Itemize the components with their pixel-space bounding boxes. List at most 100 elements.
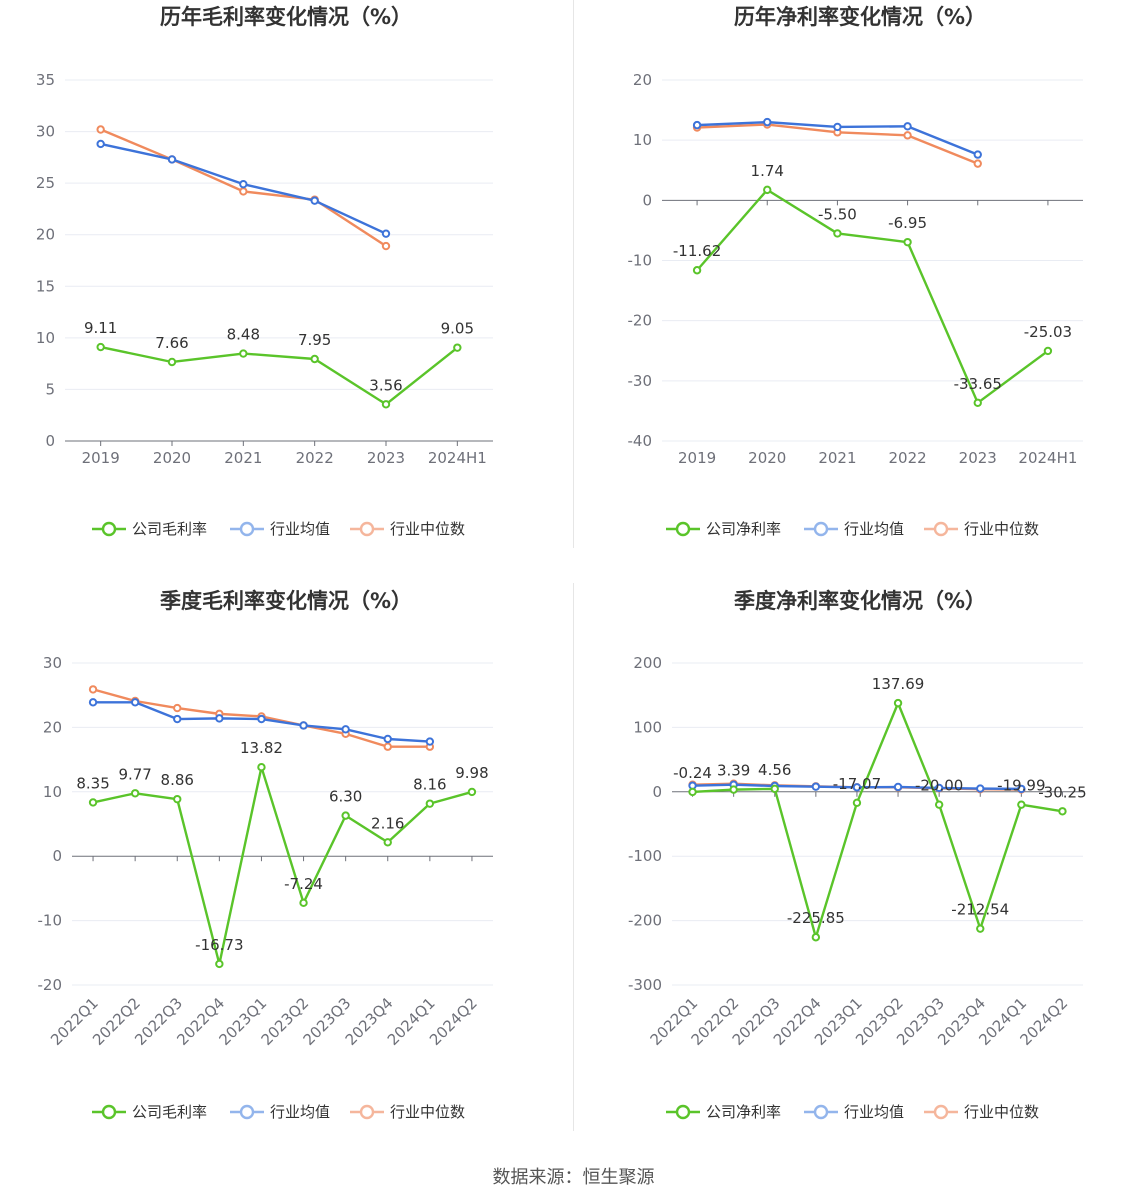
y-tick-label: -30 [628,372,653,390]
quarterly-gross-margin-chart: 季度毛利率变化情况（%） -20 -10 0 10 20 30 2022Q1 2022Q2 202… [0,583,573,1166]
y-tick-label: -100 [628,847,662,865]
data-point [770,784,779,794]
data-point [976,784,985,793]
chart-title: 季度毛利率变化情况（%） [160,589,412,613]
data-label: -7.24 [284,875,323,893]
x-tick-label: 2023 [959,449,997,467]
data-point [173,794,182,804]
y-tick-label: 0 [652,783,662,801]
y-tick-label: -20 [38,976,63,994]
data-point [688,787,697,797]
y-tick-label: 0 [45,432,55,450]
legend-label: 行业均值 [844,520,904,538]
data-label: 9.11 [84,319,117,337]
data-point [215,714,224,723]
legend-marker [239,1104,255,1120]
data-point [934,800,944,809]
legend-label: 公司毛利率 [132,1103,207,1121]
chart-svg: 历年净利率变化情况（%） -40 -30 -20 -10 0 10 20 2019 2020 202… [628,5,1083,538]
data-label: -11.62 [673,242,721,260]
data-label: -20.00 [915,777,963,795]
y-tick-label: 200 [633,654,662,672]
data-label: -5.50 [818,205,857,223]
data-point [239,349,248,358]
data-point [239,179,248,189]
legend-marker [933,1104,949,1120]
data-point [299,898,308,908]
y-tick-label: -40 [628,432,653,450]
data-point [811,782,821,791]
data-point [383,838,392,847]
legend-marker [675,521,691,537]
data-label: 6.30 [329,788,362,806]
data-label: 8.16 [413,776,446,794]
data-point [383,742,392,751]
data-point [341,811,350,820]
data-point [310,196,319,205]
y-tick-label: 20 [43,718,62,736]
data-point [383,734,392,744]
data-point [381,241,391,251]
legend-label: 行业中位数 [390,520,465,538]
y-tick-label: -10 [628,252,653,270]
data-point [215,959,224,969]
data-point [167,155,177,164]
y-tick-label: 25 [36,174,55,192]
y-tick-label: 10 [36,329,55,347]
series-line [696,188,1049,404]
legend-marker [359,521,375,537]
legend-marker [813,1104,829,1120]
y-tick-label: 100 [633,718,662,736]
data-point [763,117,772,127]
data-point [903,122,912,131]
series-line [692,701,1063,939]
data-label: 13.82 [240,739,283,757]
data-point [973,150,982,159]
data-label: -225.85 [787,909,845,927]
data-label: -33.65 [954,375,1002,393]
data-label: -6.95 [888,214,927,232]
data-point [934,783,944,793]
data-label: -0.24 [673,764,712,782]
panel-divider-bottom [573,583,574,1131]
source-note: 数据来源：恒生聚源 [492,1167,655,1188]
legend-label: 行业中位数 [964,1103,1039,1121]
legend-label: 行业中位数 [964,520,1039,538]
data-label: 9.98 [455,764,488,782]
annual-net-margin-chart: 历年净利率变化情况（%） -40 -30 -20 -10 0 10 20 2019 2020 202… [574,0,1147,583]
data-label: 3.39 [717,762,750,780]
x-tick-label: 2019 [82,449,120,467]
data-point [467,787,477,797]
data-point [833,229,842,238]
data-point [976,924,985,933]
x-tick-label: 2021 [224,449,262,467]
annual-gross-margin-chart: 历年毛利率变化情况（%） 0 5 10 15 20 25 30 35 2019 2020 2021 20… [0,0,573,583]
data-point [1058,807,1067,816]
chart-title: 季度净利率变化情况（%） [734,589,986,613]
data-point [239,187,248,196]
data-point [833,122,842,132]
data-label: 7.95 [298,331,331,349]
chart-svg: 历年毛利率变化情况（%） 0 5 10 15 20 25 30 35 2019 2020 2021 20… [36,5,493,538]
chart-svg: 季度毛利率变化情况（%）-20-1001020302022Q12022Q2202… [38,589,493,1121]
data-point [96,139,105,149]
x-tick-label: 2020 [153,449,191,467]
chart-title: 历年净利率变化情况（%） [734,5,986,29]
legend-marker [239,521,255,537]
y-tick-label: 30 [43,654,62,672]
data-point [852,798,862,807]
x-tick-label: 2024H1 [428,449,487,467]
y-tick-label: -10 [38,912,63,930]
data-point [903,237,912,247]
data-point [310,354,319,364]
data-point [425,737,435,746]
data-point [173,714,182,724]
data-label: -16.73 [195,936,243,954]
y-tick-label: 20 [36,226,55,244]
y-tick-label: 15 [36,277,55,295]
data-label: 9.77 [118,765,151,783]
data-point [88,685,98,694]
data-point [257,714,266,724]
data-point [973,159,982,168]
data-label: -25.03 [1024,323,1072,341]
